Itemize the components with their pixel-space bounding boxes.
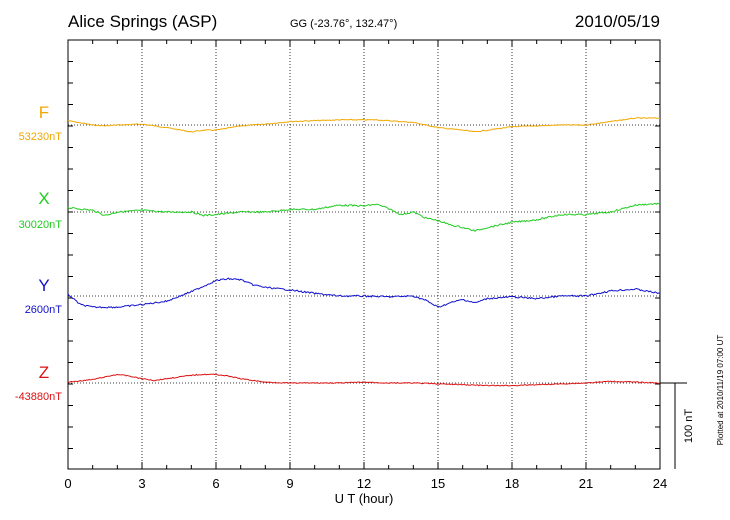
plot-frame: [67, 39, 661, 470]
series-name-label: Y: [38, 276, 49, 295]
scale-bar-label: 100 nT: [683, 409, 695, 444]
date-label: 2010/05/19: [575, 12, 660, 31]
x-tick-label: 3: [138, 476, 145, 491]
x-axis-label: U T (hour): [335, 491, 394, 506]
x-tick-label: 9: [286, 476, 293, 491]
series-name-label: Z: [39, 363, 49, 382]
x-tick-label: 18: [505, 476, 519, 491]
x-tick-label: 21: [579, 476, 593, 491]
series-name-label: X: [38, 189, 49, 208]
series-group: [67, 117, 661, 387]
series-line-z: [67, 373, 661, 387]
series-baseline-value: 2600nT: [25, 304, 63, 316]
series-line-x: [67, 202, 661, 232]
series-line-y: [67, 277, 661, 309]
series-line-f: [67, 117, 661, 133]
grid-lines: [68, 40, 660, 469]
series-name-label: F: [39, 103, 49, 122]
series-baseline-value: -43880nT: [15, 391, 62, 403]
x-tick-label: 24: [653, 476, 667, 491]
x-tick-label: 6: [212, 476, 219, 491]
series-baseline-value: 30020nT: [19, 219, 63, 231]
x-tick-labels: 0 3 6 9 12 15 18 21 24: [64, 476, 667, 491]
station-coordinates: GG (-23.76°, 132.47°): [290, 18, 397, 30]
x-tick-label: 15: [431, 476, 445, 491]
x-tick-label: 0: [64, 476, 71, 491]
scale-bar: [660, 382, 687, 469]
plotted-timestamp: Plotted at 2010/11/19 07:00 UT: [716, 335, 725, 446]
axis-ticks: [67, 40, 661, 469]
station-title: Alice Springs (ASP): [68, 12, 217, 31]
x-tick-label: 12: [357, 476, 371, 491]
series-labels: F 53230nT X 30020nT Y 2600nT Z -43880nT: [15, 103, 62, 403]
series-baseline-value: 53230nT: [19, 131, 63, 143]
